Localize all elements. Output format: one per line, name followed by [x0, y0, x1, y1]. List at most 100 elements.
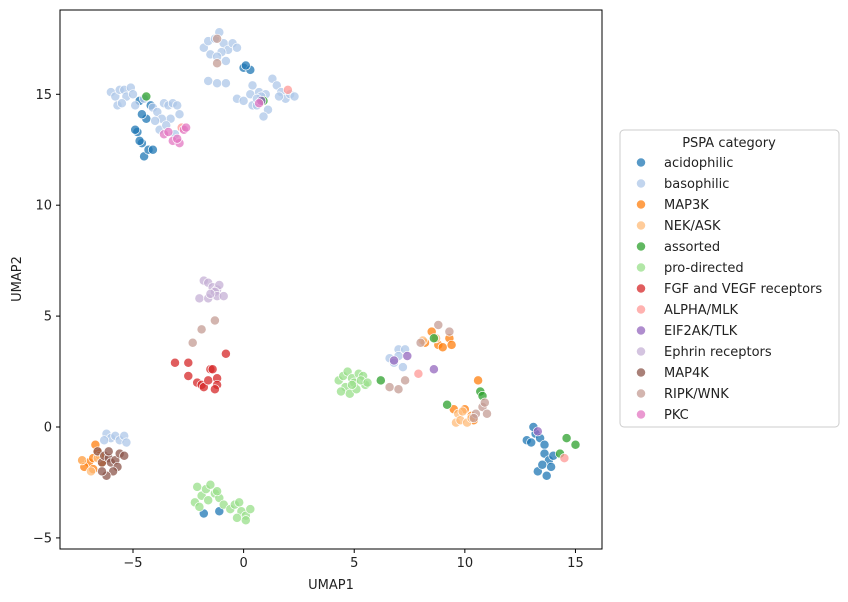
data-point [130, 124, 141, 135]
legend-label: PKC [664, 408, 689, 423]
legend-label: ALPHA/MLK [664, 303, 738, 318]
legend-marker [636, 178, 646, 189]
data-point [220, 56, 231, 66]
data-point [209, 384, 220, 395]
data-point [181, 122, 192, 133]
data-point [174, 109, 185, 120]
data-point [119, 450, 130, 461]
data-point [205, 479, 216, 490]
legend-marker [636, 283, 646, 294]
y-tick-label: 5 [44, 310, 52, 325]
x-tick-label: 15 [567, 556, 584, 571]
data-point [240, 60, 251, 71]
data-point [99, 435, 110, 446]
data-point [150, 115, 161, 126]
plot-frame [59, 9, 603, 550]
data-point [289, 91, 300, 102]
data-point [147, 144, 158, 155]
data-point [539, 439, 550, 450]
data-point [541, 470, 552, 481]
y-tick-label: 10 [35, 199, 52, 214]
data-point [170, 357, 180, 368]
data-point [128, 89, 138, 100]
legend-label: MAP3K [664, 198, 709, 213]
legend-marker [636, 304, 646, 315]
y-tick-label: 15 [35, 88, 52, 103]
legend-label: RIPK/WNK [664, 387, 729, 402]
legend-label: Ephrin receptors [664, 345, 772, 360]
data-point [220, 348, 231, 359]
data-point [384, 382, 395, 393]
data-point [254, 98, 265, 109]
data-point [203, 375, 214, 386]
data-point [526, 437, 537, 448]
x-tick-label: 5 [350, 556, 358, 571]
legend-items: acidophilic basophilic MAP3K NEK/ASK assorte… [636, 156, 822, 423]
data-point [192, 481, 203, 492]
data-point [172, 100, 183, 111]
legend-marker [636, 346, 646, 357]
data-point [220, 78, 231, 89]
legend-label: EIF2AK/TLK [664, 324, 738, 339]
data-point [400, 375, 411, 386]
data-point [172, 133, 183, 144]
legend-label: pro-directed [664, 261, 744, 276]
legend-marker [636, 367, 646, 378]
data-point [247, 80, 258, 91]
data-point [130, 100, 141, 111]
data-point [559, 453, 570, 464]
data-point [482, 408, 492, 419]
legend-label: MAP4K [664, 366, 709, 381]
data-point [196, 324, 207, 335]
data-point [570, 439, 581, 450]
data-point [183, 371, 194, 381]
legend-label: basophilic [664, 177, 729, 192]
data-point [546, 461, 557, 472]
data-point [375, 375, 386, 386]
data-point [537, 459, 548, 470]
data-point [209, 315, 220, 326]
data-point [428, 364, 439, 375]
data-point [97, 466, 107, 477]
data-point [428, 333, 439, 344]
legend-marker [636, 157, 646, 168]
data-point [212, 78, 223, 89]
data-point [187, 337, 198, 348]
data-point [245, 504, 256, 515]
data-point [183, 357, 194, 368]
data-point [205, 288, 216, 299]
data-point [468, 413, 479, 424]
data-point [457, 406, 468, 417]
axes-layer: −5 0 5 10 15 −5 0 5 10 15 [33, 88, 584, 571]
data-point [136, 109, 147, 120]
data-point [212, 33, 223, 44]
legend-label: acidophilic [664, 156, 733, 171]
data-point [141, 91, 152, 102]
data-point [134, 135, 145, 146]
data-point [561, 433, 572, 444]
legend-marker [636, 220, 646, 231]
data-point [232, 42, 242, 53]
data-point [415, 337, 426, 348]
data-point [393, 384, 404, 395]
legend: PSPA category acidophilic basophilic MAP3K… [619, 129, 840, 428]
x-tick-label: −5 [123, 556, 142, 571]
legend-label: FGF and VEGF receptors [664, 282, 822, 297]
data-point [347, 379, 357, 390]
data-point [103, 446, 114, 457]
data-point [413, 368, 424, 379]
data-point [234, 497, 245, 508]
data-point [442, 399, 453, 410]
data-point [282, 84, 293, 95]
data-point [446, 339, 457, 350]
x-tick-label: 10 [457, 556, 474, 571]
legend-marker [636, 325, 646, 336]
data-point [212, 58, 223, 69]
legend-marker [636, 262, 646, 273]
legend-marker [636, 388, 646, 399]
data-point [77, 455, 88, 466]
data-point [433, 320, 444, 330]
data-point [194, 501, 205, 512]
data-point [238, 95, 249, 106]
